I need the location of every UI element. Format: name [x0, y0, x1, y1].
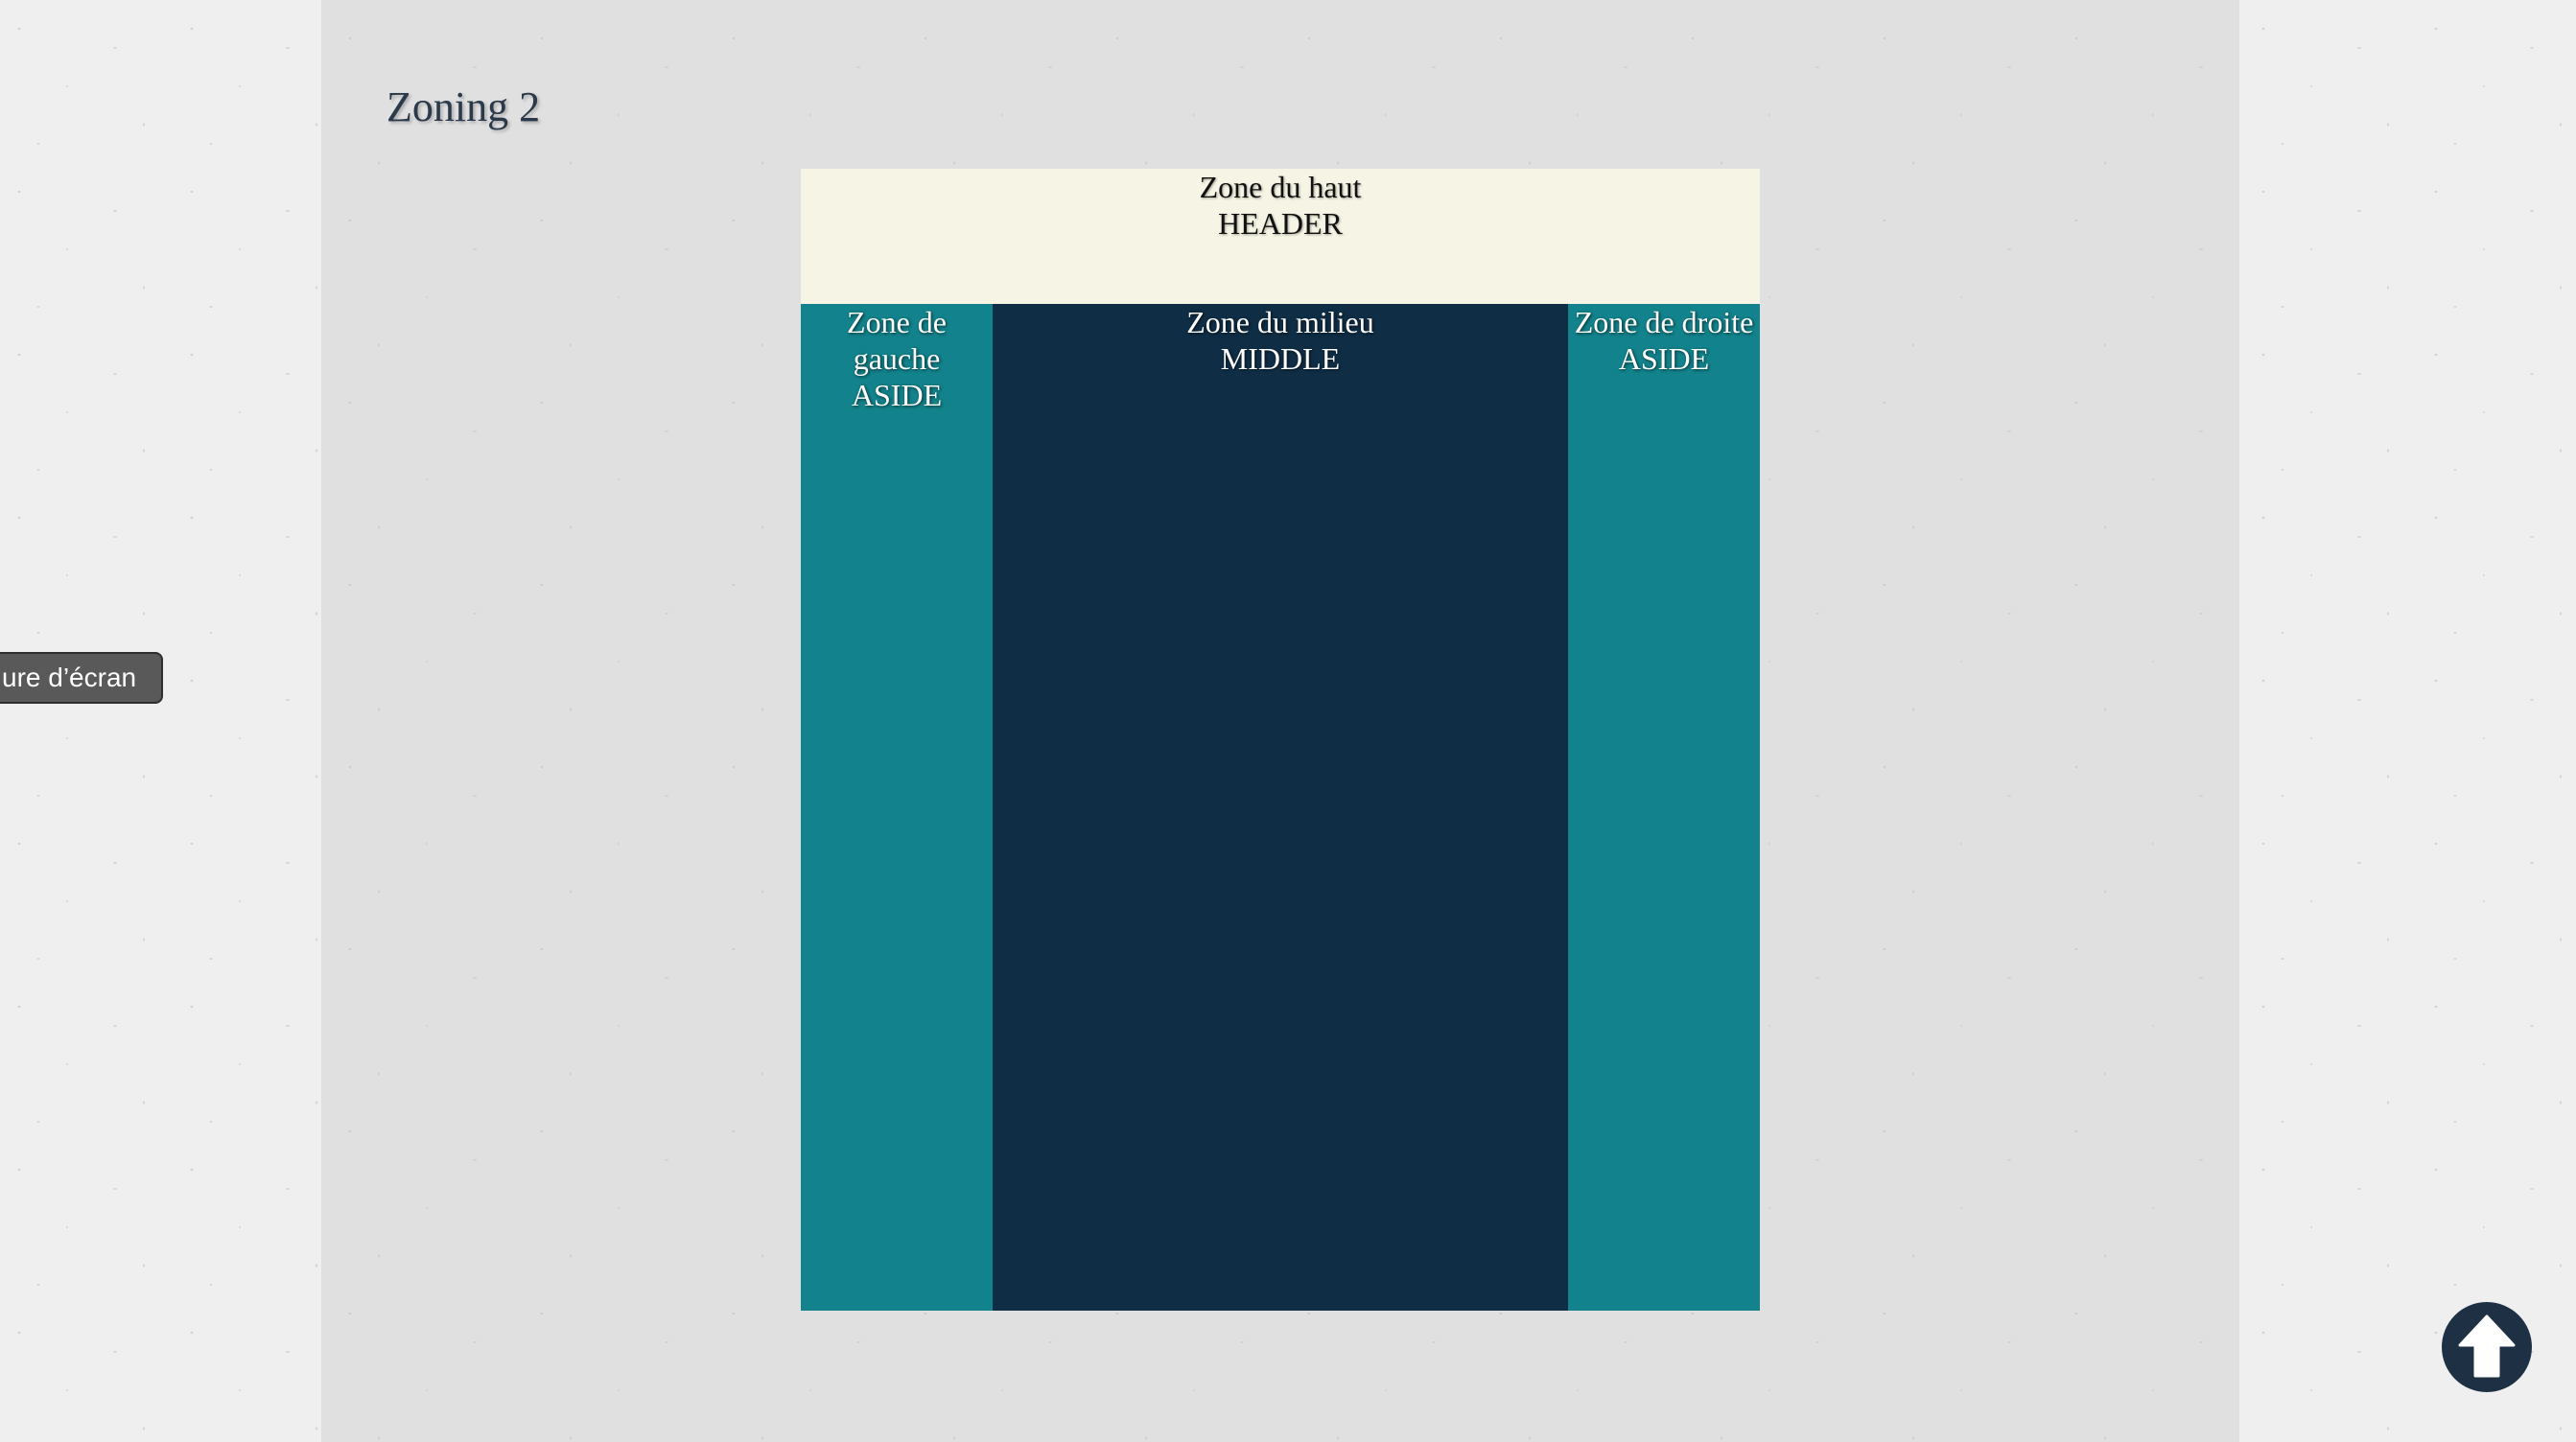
page-title: Zoning 2 — [386, 82, 540, 131]
content-column: Zoning 2 Zone du haut HEADER Zone de gau… — [321, 0, 2239, 1442]
zone-middle: Zone du milieu MIDDLE — [993, 304, 1568, 1311]
zone-left-tag: ASIDE — [801, 377, 993, 413]
zone-right-tag: ASIDE — [1568, 340, 1760, 377]
zone-left-name-2: gauche — [801, 340, 993, 377]
zone-left-aside: Zone de gauche ASIDE — [801, 304, 993, 1311]
zone-header-tag: HEADER — [801, 205, 1760, 242]
scroll-to-top-button[interactable] — [2441, 1301, 2533, 1393]
zone-middle-tag: MIDDLE — [993, 340, 1568, 377]
zone-middle-name: Zone du milieu — [993, 304, 1568, 340]
zone-left-name-1: Zone de — [801, 304, 993, 340]
zoning-diagram: Zone du haut HEADER Zone de gauche ASIDE… — [801, 169, 1760, 1311]
zone-header: Zone du haut HEADER — [801, 169, 1760, 304]
screenshot-tab-button[interactable]: ure d’écran — [0, 652, 163, 704]
zone-right-name: Zone de droite — [1568, 304, 1760, 340]
zone-right-aside: Zone de droite ASIDE — [1568, 304, 1760, 1311]
zone-header-name: Zone du haut — [801, 169, 1760, 205]
arrow-up-circle-icon — [2441, 1301, 2533, 1393]
